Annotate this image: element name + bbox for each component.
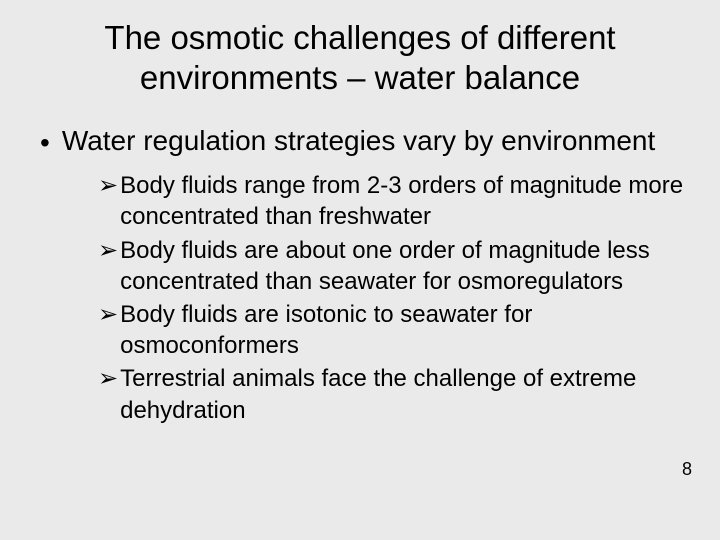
- list-item: ➢ Body fluids are isotonic to seawater f…: [98, 299, 698, 361]
- level2-text: Body fluids are isotonic to seawater for…: [120, 299, 698, 361]
- arrow-icon: ➢: [98, 235, 118, 266]
- arrow-icon: ➢: [98, 363, 118, 394]
- level2-list: ➢ Body fluids range from 2-3 orders of m…: [98, 170, 698, 426]
- level2-text: Body fluids range from 2-3 orders of mag…: [120, 170, 698, 232]
- level1-text: Water regulation strategies vary by envi…: [62, 123, 655, 158]
- level1-bullet-marker: •: [40, 125, 50, 160]
- level1-bullet-block: • Water regulation strategies vary by en…: [40, 123, 698, 426]
- arrow-icon: ➢: [98, 170, 118, 201]
- arrow-icon: ➢: [98, 299, 118, 330]
- level2-text: Terrestrial animals face the challenge o…: [120, 363, 698, 425]
- level2-text: Body fluids are about one order of magni…: [120, 235, 698, 297]
- list-item: ➢ Body fluids are about one order of mag…: [98, 235, 698, 297]
- slide-title: The osmotic challenges of different envi…: [52, 18, 668, 97]
- list-item: ➢ Terrestrial animals face the challenge…: [98, 363, 698, 425]
- page-number: 8: [682, 459, 692, 480]
- list-item: ➢ Body fluids range from 2-3 orders of m…: [98, 170, 698, 232]
